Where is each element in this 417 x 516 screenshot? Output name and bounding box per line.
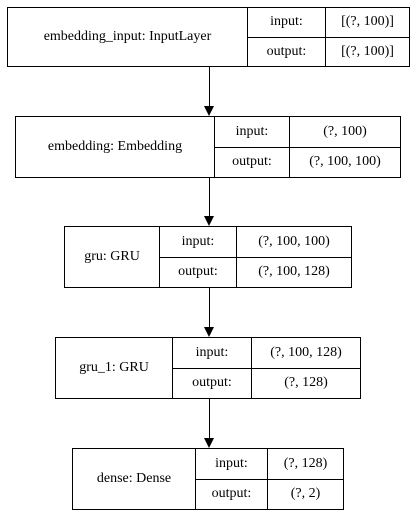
node-dense: dense: Dense input: (?, 128) output: (?,… [72, 448, 344, 510]
input-row: input: (?, 100) [215, 117, 400, 147]
input-label: input: [173, 338, 252, 368]
input-label: input: [196, 449, 268, 479]
node-embedding-input: embedding_input: InputLayer input: [(?, … [7, 7, 410, 67]
edge-line [209, 288, 210, 327]
node-title: dense: Dense [73, 449, 196, 509]
input-row: input: [(?, 100)] [248, 8, 409, 37]
input-label: input: [160, 227, 237, 257]
node-gru-1: gru_1: GRU input: (?, 100, 128) output: … [55, 337, 361, 399]
input-row: input: (?, 100, 128) [173, 338, 360, 368]
output-row: output: (?, 100, 100) [215, 146, 400, 177]
node-title: embedding_input: InputLayer [8, 8, 248, 66]
output-label: output: [248, 37, 326, 66]
arrow-head-icon [204, 216, 214, 226]
output-value: (?, 100, 100) [309, 154, 381, 170]
node-title: gru: GRU [65, 227, 160, 287]
node-embedding: embedding: Embedding input: (?, 100) out… [15, 116, 401, 178]
output-row: output: (?, 2) [196, 478, 343, 509]
node-title: gru_1: GRU [56, 338, 173, 398]
output-value: [(?, 100)] [341, 43, 394, 59]
io-table: input: (?, 128) output: (?, 2) [196, 449, 343, 509]
output-value: (?, 2) [290, 486, 321, 502]
input-value: (?, 100) [323, 123, 367, 139]
output-row: output: [(?, 100)] [248, 36, 409, 66]
output-value: (?, 128) [284, 375, 328, 391]
arrow-head-icon [204, 438, 214, 448]
output-label: output: [160, 257, 237, 287]
edge-line [209, 178, 210, 216]
input-value: (?, 128) [283, 455, 328, 471]
arrow-head-icon [204, 106, 214, 116]
input-label: input: [248, 8, 326, 37]
node-title: embedding: Embedding [16, 117, 215, 177]
io-table: input: [(?, 100)] output: [(?, 100)] [248, 8, 409, 66]
io-table: input: (?, 100, 128) output: (?, 128) [173, 338, 360, 398]
io-table: input: (?, 100, 100) output: (?, 100, 12… [160, 227, 351, 287]
arrow-head-icon [204, 327, 214, 337]
output-value: (?, 100, 128) [258, 264, 330, 280]
input-value: (?, 100, 128) [270, 344, 342, 360]
input-label: input: [215, 117, 290, 147]
io-table: input: (?, 100) output: (?, 100, 100) [215, 117, 400, 177]
output-row: output: (?, 128) [173, 367, 360, 398]
input-value: [(?, 100)] [341, 14, 394, 30]
output-label: output: [173, 368, 252, 398]
output-label: output: [196, 479, 268, 509]
input-row: input: (?, 100, 100) [160, 227, 351, 257]
edge-line [209, 67, 210, 106]
input-row: input: (?, 128) [196, 449, 343, 479]
input-value: (?, 100, 100) [258, 233, 330, 249]
edge-line [209, 399, 210, 438]
output-row: output: (?, 100, 128) [160, 256, 351, 287]
node-gru: gru: GRU input: (?, 100, 100) output: (?… [64, 226, 352, 288]
output-label: output: [215, 147, 290, 177]
